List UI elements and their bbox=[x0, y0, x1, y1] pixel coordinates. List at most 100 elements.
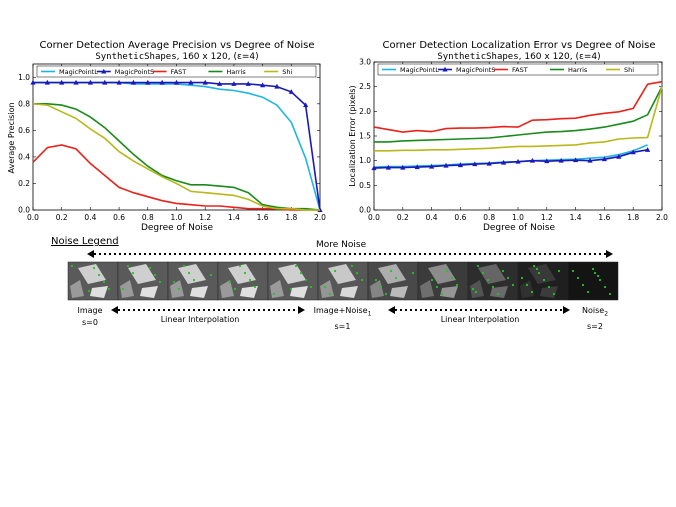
noise-tile-keypoint bbox=[506, 276, 510, 280]
noise-tile-shape bbox=[140, 286, 158, 298]
noise-tile-keypoint bbox=[350, 264, 354, 268]
chart2-legend-box bbox=[377, 63, 659, 76]
chart2-legend: MagicPointL MagicPointS FAST Harris Shi bbox=[377, 63, 659, 76]
chart2-legend-marker bbox=[442, 66, 448, 72]
noise-tile-keypoint bbox=[238, 264, 242, 268]
chart2-subtitle-rest: , 160 x 120, (ε=4) bbox=[519, 52, 601, 62]
noise-tile-keypoint bbox=[177, 287, 181, 291]
chart1-xtick-label: 0.4 bbox=[84, 213, 96, 222]
noise2-label: Noise2 s=2 bbox=[575, 305, 615, 333]
chart2-xtick-label: 0.6 bbox=[454, 213, 466, 222]
chart1-xtick-label: 0.6 bbox=[113, 213, 125, 222]
noise-tile bbox=[317, 261, 369, 301]
chart1-series-FAST bbox=[32, 144, 320, 211]
chart2-ytick-label: 3.0 bbox=[359, 58, 371, 67]
noise-tile-keypoint bbox=[593, 271, 597, 275]
noise-tile-shape bbox=[240, 286, 258, 298]
chart2-xtick-label: 0.0 bbox=[368, 213, 380, 222]
noise-tile-shape bbox=[78, 264, 106, 284]
chart1-xtick-label: 2.0 bbox=[314, 213, 326, 222]
noise-tile-bg bbox=[467, 261, 519, 301]
noise-tile-shape bbox=[390, 286, 408, 298]
noise-tile-keypoint bbox=[253, 285, 257, 289]
noise-tile-shape bbox=[420, 280, 434, 298]
noise-tile-keypoint bbox=[440, 292, 444, 296]
chart2-point-MagicPointS bbox=[501, 159, 507, 165]
chart2-point-MagicPointS bbox=[414, 164, 420, 170]
chart1-xtick-label: 1.0 bbox=[171, 213, 183, 222]
chart2-ylabel: Localization Error (pixels) bbox=[348, 85, 357, 186]
noise-tile-shape bbox=[470, 280, 484, 298]
chart1-legend-label: FAST bbox=[171, 68, 187, 76]
chart2-series-Shi bbox=[374, 86, 663, 152]
noise-tile-keypoint bbox=[476, 264, 480, 268]
noise-tile-shape bbox=[340, 286, 358, 298]
chart1-xlabel: Degree of Noise bbox=[141, 223, 214, 233]
chart1-point-MagicPointS bbox=[87, 79, 93, 85]
noise-tile-keypoint bbox=[233, 287, 237, 291]
image-label-text: Image bbox=[77, 306, 103, 315]
noise-tile-shape bbox=[290, 286, 308, 298]
chart1-series-Harris bbox=[33, 103, 321, 211]
noise-tile-shape bbox=[120, 280, 134, 298]
noise-tile-keypoint bbox=[272, 292, 276, 296]
chart1-point-MagicPointS bbox=[59, 79, 65, 85]
noise-tile-keypoint bbox=[102, 280, 106, 284]
chart1-legend-label: Shi bbox=[282, 68, 292, 76]
noise-tile-keypoint bbox=[552, 292, 556, 296]
chart2-xtick-label: 0.8 bbox=[483, 213, 495, 222]
chart2-point-MagicPointS bbox=[587, 157, 593, 163]
chart2-xtick-label: 0.2 bbox=[397, 213, 409, 222]
noise-tile-keypoint bbox=[209, 273, 213, 277]
chart1-point-MagicPointS bbox=[30, 79, 36, 85]
chart2-series-Harris bbox=[374, 86, 663, 143]
noise-tile-keypoint bbox=[537, 271, 541, 275]
chart1-subtitle-mono: SyntheticShapes bbox=[95, 52, 176, 62]
chart1-legend-label: MagicPointS bbox=[115, 68, 154, 76]
chart2-point-MagicPointS bbox=[472, 161, 478, 167]
chart2-xtick-label: 1.8 bbox=[627, 213, 639, 222]
chart1-series-MagicPointS bbox=[33, 81, 321, 211]
noise-tile-keypoint bbox=[557, 269, 561, 273]
image-label: Image s=0 bbox=[70, 305, 110, 329]
noise-tile-keypoint bbox=[333, 269, 337, 273]
chart2-ytick-label: 2.0 bbox=[359, 107, 371, 116]
chart2-point-MagicPointS bbox=[457, 162, 463, 168]
chart1-ytick-label: 0.2 bbox=[18, 179, 30, 188]
chart1-point-MagicPointS bbox=[130, 79, 137, 85]
noise-tile-keypoint bbox=[608, 292, 612, 296]
noise-tile-keypoint bbox=[496, 292, 500, 296]
noise-tile-keypoint bbox=[511, 283, 515, 287]
noise-tile-keypoint bbox=[182, 264, 186, 268]
chart1-xtick-label: 0.0 bbox=[27, 213, 39, 222]
noise-tile-keypoint bbox=[148, 266, 152, 270]
noise-tile-keypoint bbox=[411, 271, 415, 275]
noise-tile-shape bbox=[170, 280, 184, 298]
chart1-ytick-label: 0.6 bbox=[18, 126, 30, 135]
interp-arrow-1 bbox=[111, 306, 305, 314]
noise-tile-keypoint bbox=[121, 287, 125, 291]
noise-tile-keypoint bbox=[304, 278, 308, 282]
chart1-point-MagicPointS bbox=[145, 79, 151, 85]
noise-tile-keypoint bbox=[430, 278, 434, 282]
chart2-point-MagicPointS bbox=[443, 162, 449, 168]
more-noise-label: More Noise bbox=[316, 240, 367, 250]
chart2-point-MagicPointS bbox=[371, 165, 377, 171]
noise-tile-keypoint bbox=[309, 285, 313, 289]
noise-tile-keypoint bbox=[471, 287, 475, 291]
interp-label-1: Linear Interpolation bbox=[160, 315, 240, 324]
noise-tile-keypoint bbox=[525, 283, 529, 287]
chart2-xtick-label: 1.2 bbox=[541, 213, 553, 222]
chart2-xtick-label: 1.6 bbox=[598, 213, 610, 222]
noise-tile-keypoint bbox=[126, 264, 130, 268]
noise-tile-keypoint bbox=[299, 271, 303, 275]
image-noise-label: Image+Noise1 s=1 bbox=[305, 305, 380, 333]
chart2-point-MagicPointS bbox=[558, 157, 564, 163]
chart2-ytick-label: 0.5 bbox=[359, 181, 371, 190]
chart1-point-MagicPointS bbox=[159, 79, 165, 85]
chart1-ytick-label: 0.4 bbox=[18, 152, 30, 161]
chart1-legend-label: Harris bbox=[226, 68, 246, 76]
noise-tile-keypoint bbox=[450, 276, 454, 280]
noise-tile-keypoint bbox=[248, 278, 252, 282]
